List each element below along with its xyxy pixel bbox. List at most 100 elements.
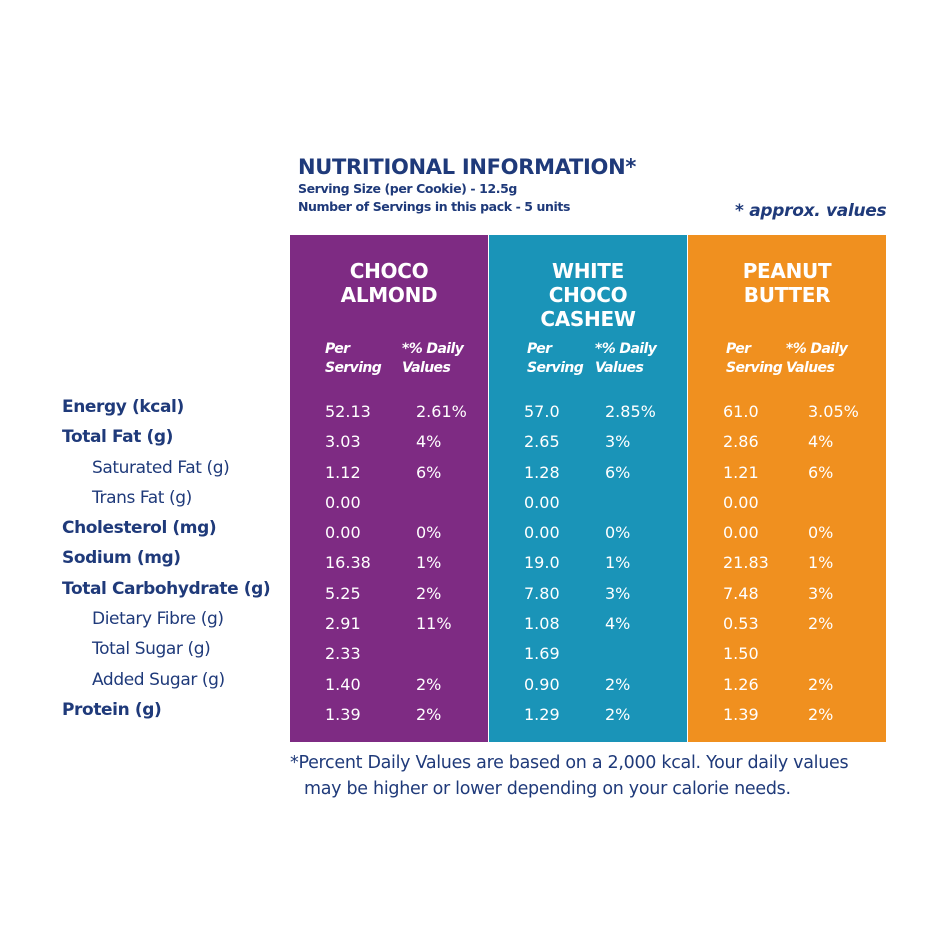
footnote-line: may be higher or lower depending on your… bbox=[304, 779, 791, 799]
per-serving-value: 1.39 bbox=[723, 704, 759, 724]
value-row: 1.40 2% bbox=[290, 670, 488, 700]
value-row: 1.21 6% bbox=[688, 458, 886, 488]
daily-value: 2% bbox=[808, 704, 834, 724]
daily-values-heading: *% Daily Values bbox=[595, 340, 657, 378]
per-serving-value: 2.86 bbox=[723, 432, 759, 452]
per-serving-value: 0.00 bbox=[325, 492, 361, 512]
daily-value: 2% bbox=[605, 674, 631, 694]
daily-value: 1% bbox=[416, 553, 442, 573]
daily-value: 3% bbox=[605, 432, 631, 452]
nutrient-label: Total Sugar (g) bbox=[92, 639, 211, 660]
per-serving-value: 61.0 bbox=[723, 402, 759, 421]
per-serving-value: 1.39 bbox=[325, 704, 361, 724]
value-row: 0.00 0% bbox=[489, 518, 687, 548]
value-row: 5.25 2% bbox=[290, 579, 488, 609]
value-row: 0.90 2% bbox=[489, 670, 687, 700]
value-row: 2.91 11% bbox=[290, 609, 488, 639]
per-serving-value: 0.53 bbox=[723, 614, 759, 634]
subhead-line: Values bbox=[595, 360, 644, 376]
subhead-line: Serving bbox=[726, 360, 783, 376]
per-serving-value: 1.08 bbox=[524, 614, 560, 634]
value-rows: 57.0 2.85% 2.65 3% 1.28 6% 0.00 0.00 0% 19.0 1% 7.8… bbox=[489, 397, 687, 730]
value-row: 0.00 0% bbox=[688, 518, 886, 548]
nutrient-label: Trans Fat (g) bbox=[92, 487, 192, 508]
value-row: 7.48 3% bbox=[688, 579, 886, 609]
per-serving-heading: Per Serving bbox=[726, 340, 783, 378]
daily-value: 3.05% bbox=[808, 402, 859, 421]
per-serving-heading: Per Serving bbox=[527, 340, 584, 378]
nutrient-label: Dietary Fibre (g) bbox=[92, 609, 224, 630]
subhead-line: Per bbox=[726, 341, 751, 357]
per-serving-heading: Per Serving bbox=[325, 340, 382, 378]
nutrient-labels: Energy (kcal) Total Fat (g) Saturated Fat … bbox=[0, 392, 290, 725]
value-row: 2.65 3% bbox=[489, 427, 687, 457]
per-serving-value: 1.40 bbox=[325, 674, 361, 694]
daily-value: 2.85% bbox=[605, 402, 656, 421]
approx-values-note: * approx. values bbox=[735, 201, 887, 221]
value-row: 16.38 1% bbox=[290, 548, 488, 578]
value-row: 1.50 bbox=[688, 639, 886, 669]
nutrient-label: Cholesterol (mg) bbox=[62, 518, 217, 539]
subhead-line: Serving bbox=[527, 360, 584, 376]
column-title-line: WHITE bbox=[551, 259, 625, 283]
value-row: 1.26 2% bbox=[688, 670, 886, 700]
value-row: 1.08 4% bbox=[489, 609, 687, 639]
daily-value: 0% bbox=[416, 523, 442, 543]
per-serving-value: 2.91 bbox=[325, 614, 361, 634]
daily-value: 2% bbox=[808, 674, 834, 694]
daily-value: 2% bbox=[416, 674, 442, 694]
per-serving-value: 3.03 bbox=[325, 432, 361, 452]
column-title-line: PEANUT bbox=[742, 259, 832, 283]
nutrient-label: Total Fat (g) bbox=[62, 427, 174, 448]
subhead-line: Per bbox=[527, 341, 552, 357]
subhead-line: Per bbox=[325, 341, 350, 357]
value-row: 0.53 2% bbox=[688, 609, 886, 639]
per-serving-value: 0.00 bbox=[723, 523, 759, 543]
daily-value: 11% bbox=[416, 614, 452, 634]
per-serving-value: 5.25 bbox=[325, 583, 361, 603]
daily-value: 6% bbox=[605, 462, 631, 482]
per-serving-value: 2.65 bbox=[524, 432, 560, 452]
column-title: CHOCO ALMOND bbox=[290, 259, 488, 307]
subhead-line: *% Daily bbox=[595, 341, 657, 357]
per-serving-value: 2.33 bbox=[325, 644, 361, 664]
daily-value: 2% bbox=[808, 614, 834, 634]
column-white-choco-cashew: WHITE CHOCO CASHEW Per Serving *% Daily … bbox=[489, 235, 687, 742]
nutrient-label: Added Sugar (g) bbox=[92, 669, 225, 690]
daily-value: 2% bbox=[416, 583, 442, 603]
column-title-line: CHOCO bbox=[548, 283, 628, 307]
value-row: 1.69 bbox=[489, 639, 687, 669]
nutrient-label: Total Carbohydrate (g) bbox=[62, 578, 271, 599]
value-row: 2.86 4% bbox=[688, 427, 886, 457]
per-serving-value: 16.38 bbox=[325, 553, 371, 573]
daily-value: 2.61% bbox=[416, 402, 467, 421]
daily-value: 4% bbox=[416, 432, 442, 452]
value-row: 21.83 1% bbox=[688, 548, 886, 578]
value-row: 52.13 2.61% bbox=[290, 397, 488, 427]
footnote: *Percent Daily Values are based on a 2,0… bbox=[290, 750, 910, 802]
column-peanut-butter: PEANUT BUTTER Per Serving *% Daily Value… bbox=[688, 235, 886, 742]
daily-value: 4% bbox=[808, 432, 834, 452]
value-row: 3.03 4% bbox=[290, 427, 488, 457]
footnote-line: *Percent Daily Values are based on a 2,0… bbox=[290, 753, 849, 773]
value-row: 0.00 0% bbox=[290, 518, 488, 548]
daily-value: 1% bbox=[808, 553, 834, 573]
daily-values-heading: *% Daily Values bbox=[402, 340, 464, 378]
per-serving-value: 1.12 bbox=[325, 462, 361, 482]
per-serving-value: 7.80 bbox=[524, 583, 560, 603]
daily-value: 6% bbox=[416, 462, 442, 482]
per-serving-value: 0.00 bbox=[524, 492, 560, 512]
daily-value: 2% bbox=[416, 704, 442, 724]
per-serving-value: 0.00 bbox=[524, 523, 560, 543]
daily-value: 3% bbox=[605, 583, 631, 603]
nutrient-label: Energy (kcal) bbox=[62, 397, 184, 417]
per-serving-value: 1.50 bbox=[723, 644, 759, 664]
serving-size: Serving Size (per Cookie) - 12.5g bbox=[298, 181, 517, 196]
per-serving-value: 0.00 bbox=[325, 523, 361, 543]
per-serving-value: 19.0 bbox=[524, 553, 560, 573]
daily-value: 0% bbox=[808, 523, 834, 543]
column-title: WHITE CHOCO CASHEW bbox=[489, 259, 687, 331]
daily-value: 0% bbox=[605, 523, 631, 543]
value-row: 1.39 2% bbox=[688, 700, 886, 730]
daily-value: 4% bbox=[605, 614, 631, 634]
